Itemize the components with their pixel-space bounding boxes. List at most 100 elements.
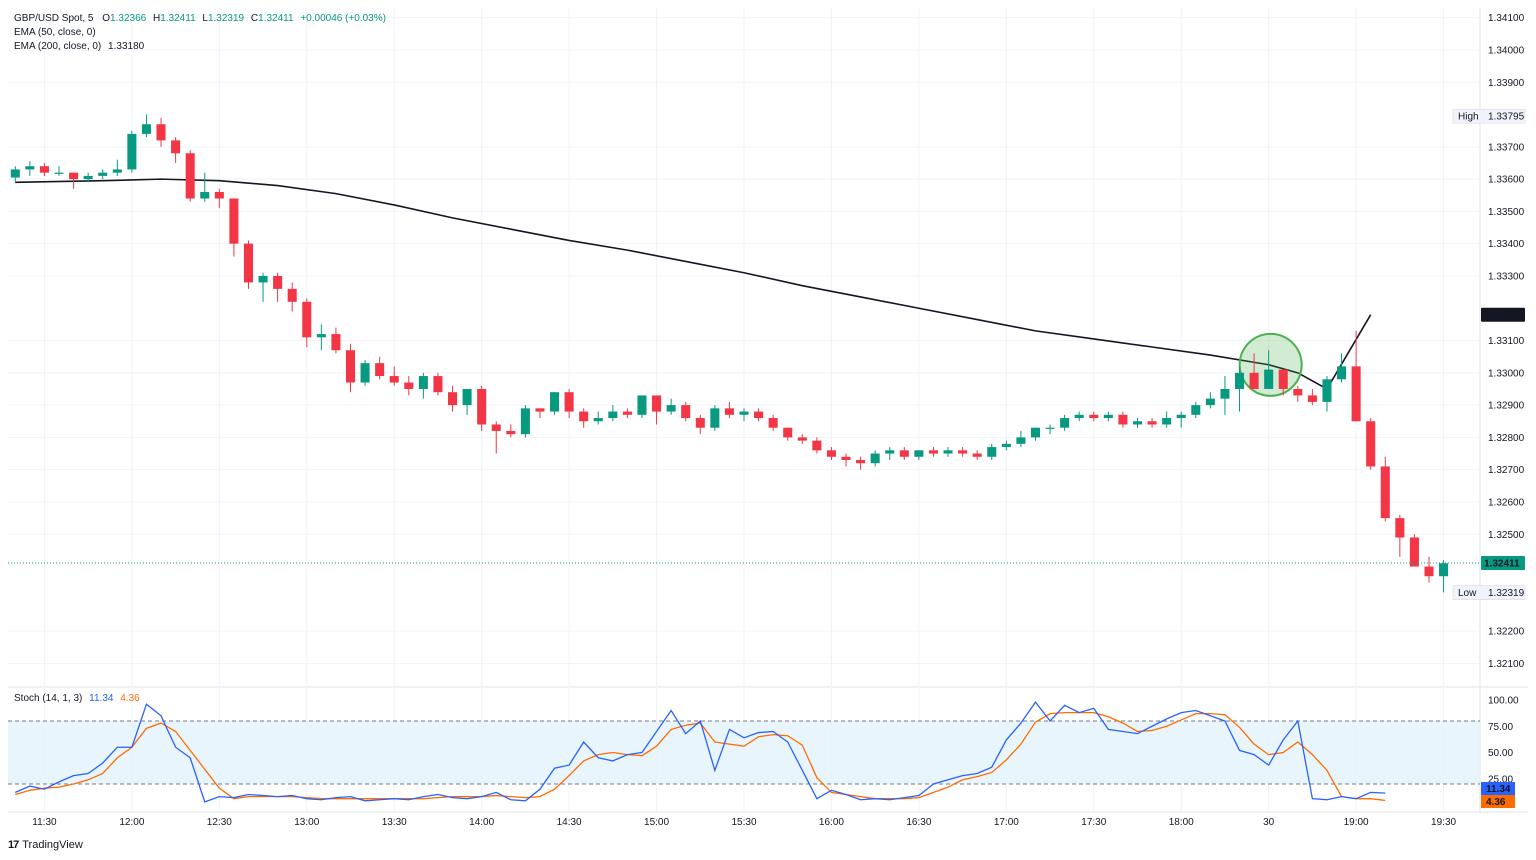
candle-body <box>1074 414 1084 419</box>
candle-body <box>112 169 122 173</box>
candle-body <box>943 450 953 454</box>
candle-body <box>1439 563 1449 577</box>
candle <box>1205 392 1215 409</box>
candle <box>506 424 516 438</box>
candle-body <box>914 450 924 457</box>
stochastic-lines <box>15 700 1386 803</box>
price-tick-label: 1.33100 <box>1488 336 1525 347</box>
price-tick-label: 1.33600 <box>1488 175 1525 186</box>
candle-body <box>1045 427 1055 429</box>
tag-box <box>1452 108 1526 124</box>
candle-body <box>1132 421 1143 425</box>
price-tick-label: 1.32700 <box>1488 465 1525 476</box>
symbol-name: GBP/USD Spot, 5 <box>14 13 94 24</box>
axis-tag: Low 1.32319 <box>1452 585 1526 600</box>
candle-body <box>302 301 312 338</box>
close-label: C <box>250 13 259 24</box>
candle <box>768 414 778 431</box>
candle <box>812 437 822 454</box>
candle <box>477 385 487 431</box>
candle <box>1118 411 1128 428</box>
ema50-legend[interactable]: EMA (50, close, 0) <box>14 27 96 38</box>
candle-body <box>477 388 487 425</box>
candle <box>1074 411 1084 422</box>
open-label: O <box>102 13 111 24</box>
candle <box>1089 411 1099 422</box>
tag-box <box>1481 782 1515 795</box>
candle <box>608 405 618 422</box>
candle <box>695 414 705 435</box>
candle <box>433 372 443 396</box>
stoch-axis[interactable]: 100.00 75.00 50.00 25.00 <box>1488 696 1519 786</box>
candle <box>1278 369 1288 396</box>
candle <box>10 166 20 183</box>
candle <box>273 272 283 302</box>
candle-body <box>593 418 603 422</box>
ema200-legend[interactable]: EMA (200, close, 0) 1.33180 <box>14 41 144 52</box>
candle <box>1337 353 1347 383</box>
candle <box>710 405 720 431</box>
candle-body <box>768 418 778 428</box>
candle <box>856 456 866 470</box>
axis-tag: 1.32411 <box>1481 555 1525 570</box>
time-tick-label: 15:30 <box>731 817 756 828</box>
time-tick-label: 12:30 <box>207 817 232 828</box>
tag-box <box>1481 795 1515 808</box>
candle <box>287 282 297 312</box>
time-tick-label: 14:00 <box>469 817 494 828</box>
candle-body <box>1293 388 1303 396</box>
candle <box>200 172 210 202</box>
candle <box>1191 401 1201 419</box>
candle <box>1001 440 1011 451</box>
candle <box>83 172 93 183</box>
tradingview-footer[interactable]: 17 TradingView <box>8 839 83 851</box>
candle-body <box>783 427 793 438</box>
candle-body <box>622 411 632 415</box>
candle <box>1439 560 1449 593</box>
tag-value: 1.33795 <box>1488 112 1525 123</box>
candle <box>54 166 64 176</box>
stoch-tick-label: 25.00 <box>1488 774 1513 785</box>
price-tick-label: 1.33500 <box>1488 207 1525 218</box>
candle <box>214 188 224 209</box>
candle-body <box>1147 421 1157 425</box>
tag-box <box>1452 585 1526 600</box>
time-tick-label: 19:00 <box>1344 817 1369 828</box>
candle-body <box>447 392 458 406</box>
tag-box <box>1481 555 1525 570</box>
time-tick-label: 16:30 <box>906 817 931 828</box>
symbol-legend[interactable]: GBP/USD Spot, 5 O1.32366 H1.32411 L1.323… <box>14 13 386 24</box>
time-tick-label: 15:00 <box>644 817 669 828</box>
candle-body <box>695 418 705 428</box>
open-value: 1.32366 <box>110 13 147 24</box>
candle-body <box>98 172 108 176</box>
stoch-legend[interactable]: Stoch (14, 1, 3) 11.34 4.36 <box>14 693 140 704</box>
candle-body <box>1118 414 1128 425</box>
candle <box>535 408 545 419</box>
candle-body <box>433 376 443 393</box>
candle-body <box>958 450 968 454</box>
candle <box>360 359 370 386</box>
time-tick-label: 13:00 <box>294 817 319 828</box>
candle-body <box>826 450 836 457</box>
candle-body <box>564 392 574 412</box>
candle-body <box>885 450 895 454</box>
tag-box <box>1481 307 1525 322</box>
candle <box>156 117 166 147</box>
candle <box>593 411 603 425</box>
candle-body <box>200 192 210 199</box>
candle-body <box>171 140 181 154</box>
candle <box>1147 418 1157 428</box>
candle-body <box>258 275 268 283</box>
candle-body <box>1089 414 1099 419</box>
price-axis[interactable]: 1.34100 1.34000 1.33900 1.33700 1.33600 1.335… <box>1488 13 1525 670</box>
price-tick-label: 1.32200 <box>1488 627 1525 638</box>
candle <box>885 447 895 460</box>
stoch-tick-label: 75.00 <box>1488 722 1513 733</box>
candle <box>112 159 122 176</box>
candle <box>302 298 312 347</box>
candle-body <box>1264 369 1274 389</box>
low-label: L <box>202 13 208 24</box>
time-axis[interactable]: 11:30 12:00 12:30 13:00 13:30 14:00 14:30 15:00… <box>32 817 1456 828</box>
